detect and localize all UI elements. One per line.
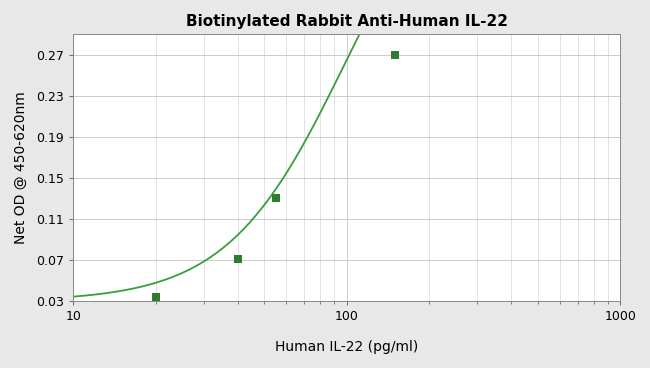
Point [233,256,243,262]
Y-axis label: Net OD @ 450-620nm: Net OD @ 450-620nm [14,91,28,244]
Point [150,294,161,300]
Point [389,52,400,58]
Point [270,195,281,201]
Title: Biotinylated Rabbit Anti-Human IL-22: Biotinylated Rabbit Anti-Human IL-22 [186,14,508,29]
X-axis label: Human IL-22 (pg/ml): Human IL-22 (pg/ml) [275,340,419,354]
